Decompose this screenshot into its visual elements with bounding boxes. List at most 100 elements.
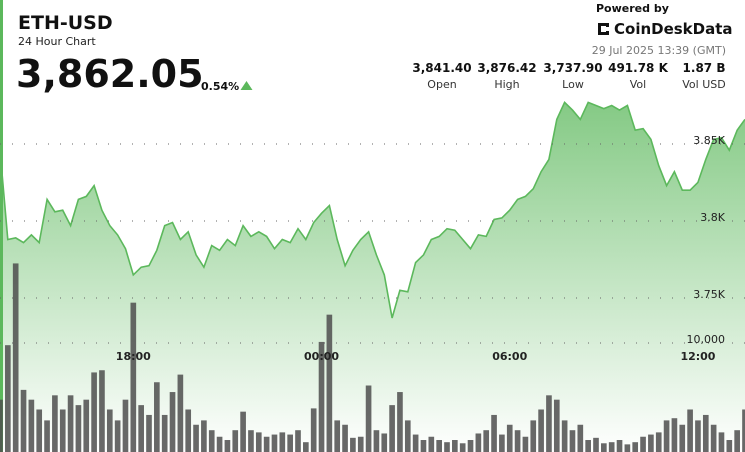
stat-value: 3,737.90 bbox=[543, 61, 603, 75]
x-tick-label: 06:00 bbox=[492, 350, 527, 363]
volume-bar bbox=[177, 374, 184, 452]
volume-bar bbox=[91, 372, 97, 452]
volume-bar bbox=[318, 341, 325, 452]
volume-bar bbox=[5, 345, 11, 452]
volume-bar bbox=[357, 436, 364, 452]
stat-label: High bbox=[494, 78, 520, 91]
volume-bar bbox=[679, 424, 686, 452]
timestamp: 29 Jul 2025 13:39 (GMT) bbox=[591, 44, 726, 57]
volume-bar bbox=[530, 420, 537, 452]
volume-bar bbox=[36, 409, 43, 452]
volume-bar bbox=[506, 424, 513, 452]
volume-bar bbox=[499, 434, 505, 452]
volume-bar bbox=[561, 420, 568, 452]
volume-bar bbox=[428, 436, 435, 452]
volume-bar bbox=[248, 430, 254, 452]
volume-bar bbox=[420, 440, 427, 452]
title: ETH-USD bbox=[18, 12, 113, 34]
volume-bar bbox=[491, 414, 497, 452]
stat: 3,737.90 Low bbox=[538, 61, 608, 91]
volume-bar bbox=[130, 302, 137, 452]
volume-bar bbox=[601, 443, 607, 452]
volume-bar bbox=[671, 418, 678, 452]
stat-label: Low bbox=[562, 78, 584, 91]
volume-bar bbox=[553, 399, 560, 452]
y-tick-label: 3.85K bbox=[693, 134, 725, 147]
volume-bar bbox=[326, 314, 333, 452]
volume-bar bbox=[295, 430, 301, 452]
volume-bar bbox=[467, 440, 474, 452]
volume-bar bbox=[263, 436, 270, 452]
volume-bar bbox=[702, 414, 709, 452]
volume-bar bbox=[287, 434, 293, 452]
volume-bar bbox=[154, 382, 160, 452]
stat: 1.87 B Vol USD bbox=[669, 61, 739, 91]
stat-value: 3,841.40 bbox=[412, 61, 472, 75]
volume-bar bbox=[138, 405, 144, 452]
volume-bar bbox=[726, 440, 733, 452]
volume-bar bbox=[12, 263, 19, 452]
volume-bar bbox=[632, 442, 639, 452]
volume-bar bbox=[75, 405, 82, 452]
volume-bar bbox=[99, 370, 105, 452]
volume-bar bbox=[201, 420, 207, 452]
volume-bar bbox=[208, 430, 215, 452]
x-tick-label: 00:00 bbox=[304, 350, 339, 363]
volume-bar bbox=[569, 430, 576, 452]
y-tick-label: 3.8K bbox=[700, 211, 725, 224]
volume-bar bbox=[185, 409, 192, 452]
stat: 491.78 K Vol bbox=[603, 61, 673, 91]
volume-bar bbox=[20, 389, 27, 452]
volume-bar bbox=[342, 424, 348, 452]
volume-bar bbox=[161, 414, 168, 452]
volume-bar bbox=[640, 436, 646, 452]
y2-tick-label: 10,000 bbox=[687, 333, 726, 346]
volume-bar bbox=[169, 392, 176, 452]
volume-bar bbox=[106, 409, 113, 452]
brand-logo bbox=[598, 23, 609, 35]
volume-bar bbox=[546, 395, 552, 452]
volume-bar bbox=[718, 432, 725, 452]
stat: 3,841.40 Open bbox=[407, 61, 477, 91]
volume-bar bbox=[310, 408, 317, 452]
change: 0.54% bbox=[201, 80, 240, 93]
brand: CoinDeskData bbox=[614, 20, 733, 38]
volume-bar bbox=[593, 437, 599, 452]
volume-bar bbox=[28, 399, 35, 452]
stat: 3,876.42 High bbox=[472, 61, 542, 91]
volume-bar bbox=[350, 437, 356, 452]
volume-bar bbox=[381, 433, 388, 452]
volume-bar bbox=[59, 409, 66, 452]
volume-bar bbox=[695, 420, 701, 452]
up-arrow bbox=[240, 81, 253, 90]
volume-bar bbox=[114, 420, 121, 452]
stat-value: 3,876.42 bbox=[477, 61, 537, 75]
volume-bar bbox=[365, 385, 372, 452]
volume-bar bbox=[624, 444, 631, 452]
price: 3,862.05 bbox=[16, 52, 204, 96]
volume-bar bbox=[255, 432, 262, 452]
x-tick-label: 12:00 bbox=[680, 350, 715, 363]
volume-bar bbox=[577, 424, 584, 452]
volume-bar bbox=[389, 405, 395, 452]
volume-bar bbox=[67, 395, 74, 452]
stat-label: Vol bbox=[629, 78, 647, 91]
x-tick-label: 18:00 bbox=[116, 350, 151, 363]
volume-bar bbox=[404, 420, 411, 452]
volume-bar bbox=[734, 430, 740, 452]
volume-bar bbox=[232, 430, 239, 452]
volume-bar bbox=[52, 395, 58, 452]
volume-bar bbox=[146, 414, 152, 452]
volume-bar bbox=[224, 440, 231, 452]
volume-bar bbox=[475, 433, 482, 452]
stat-label: Vol USD bbox=[682, 78, 726, 91]
volume-bar bbox=[397, 392, 403, 452]
volume-bar bbox=[412, 434, 419, 452]
volume-bar bbox=[710, 424, 717, 452]
volume-bar bbox=[240, 411, 246, 452]
volume-bar bbox=[663, 420, 670, 452]
volume-bar bbox=[483, 430, 490, 452]
volume-bar bbox=[452, 440, 458, 452]
stat-label: Open bbox=[427, 78, 457, 91]
